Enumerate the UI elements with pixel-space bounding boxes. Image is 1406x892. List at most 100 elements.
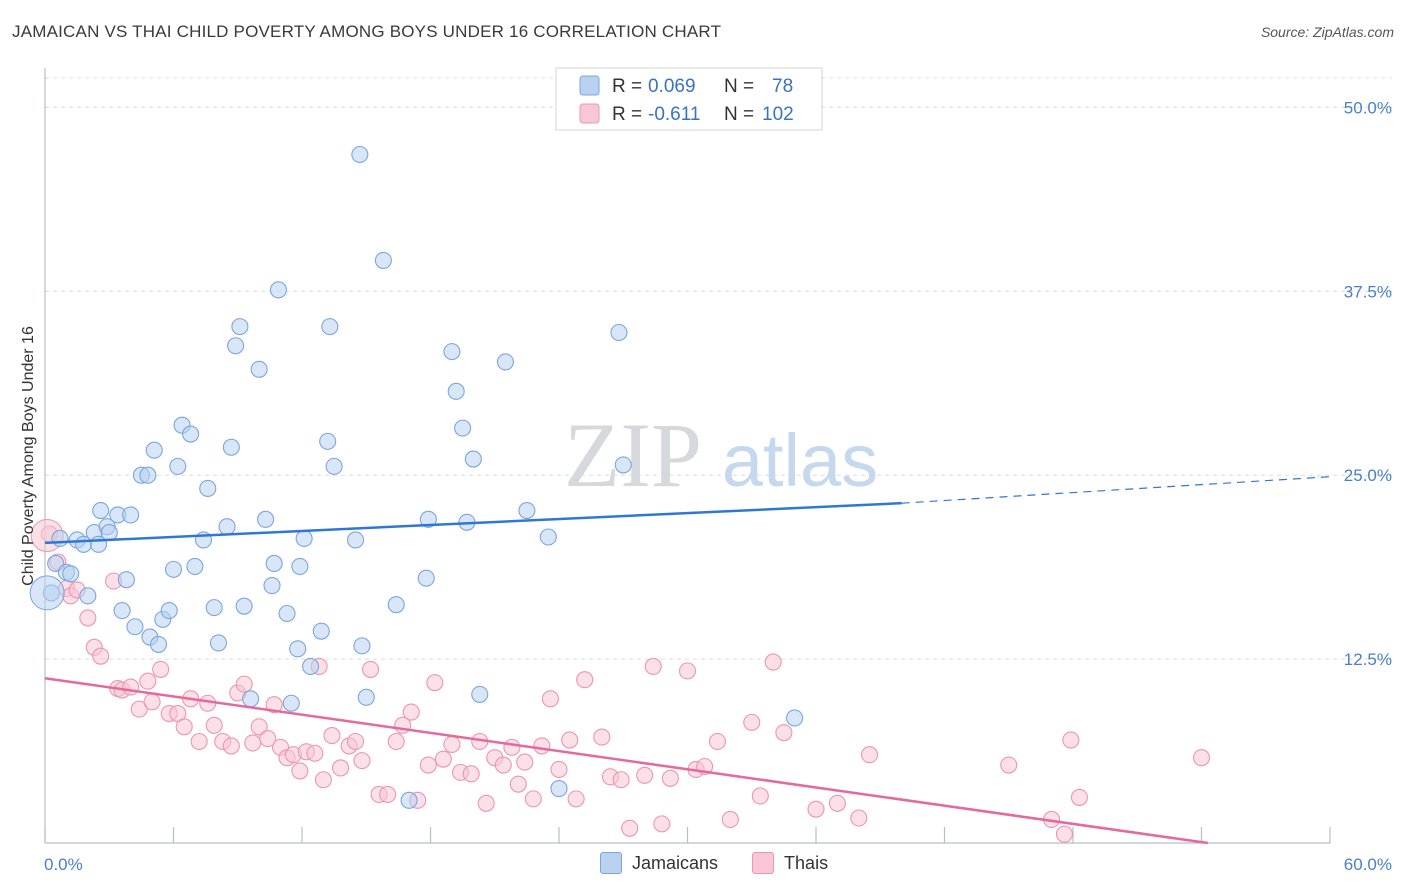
jamaican-point bbox=[550, 780, 568, 798]
thai-point bbox=[130, 700, 148, 718]
thai-point bbox=[764, 653, 782, 671]
thai-point bbox=[250, 718, 268, 736]
jamaican-trend-line bbox=[44, 501, 902, 545]
thai-point bbox=[244, 734, 262, 752]
jamaican-point bbox=[235, 597, 253, 615]
legend-top: R = 0.069 N = 78 R = -0.611 N = 102 bbox=[555, 67, 823, 131]
jamaican-point bbox=[164, 560, 183, 578]
jamaican-point bbox=[295, 529, 313, 548]
thai-point bbox=[387, 732, 405, 751]
chart-title: JAMAICAN VS THAI CHILD POVERTY AMONG BOY… bbox=[12, 22, 722, 41]
thai-point bbox=[259, 729, 277, 748]
jamaican-point bbox=[325, 457, 343, 475]
jamaican-point bbox=[321, 318, 339, 336]
thai-point bbox=[323, 727, 341, 745]
jamaican-point bbox=[419, 510, 437, 528]
thai-point bbox=[743, 713, 761, 731]
jamaican-point bbox=[149, 635, 168, 653]
thai-point bbox=[477, 794, 495, 812]
jamaican-point bbox=[496, 353, 515, 371]
thai-point bbox=[152, 660, 170, 678]
thai-point bbox=[1192, 749, 1211, 767]
legend-swatch-jamaicans bbox=[579, 75, 600, 96]
jamaican-point bbox=[263, 576, 281, 595]
thai-point bbox=[92, 647, 110, 665]
thai-point bbox=[636, 766, 654, 784]
watermark-zip: ZIP bbox=[564, 404, 702, 506]
jamaican-point bbox=[353, 637, 371, 655]
legend-swatch-thais bbox=[752, 852, 775, 874]
jamaican-point bbox=[265, 554, 283, 573]
legend-n-label: N = bbox=[724, 104, 754, 125]
jamaican-point bbox=[357, 688, 375, 706]
thai-point bbox=[678, 662, 697, 680]
thai-point bbox=[443, 735, 461, 753]
jamaican-point bbox=[614, 456, 632, 474]
thai-point bbox=[353, 752, 371, 770]
thai-point bbox=[860, 746, 879, 764]
thai-point bbox=[346, 732, 365, 751]
jamaican-point bbox=[471, 685, 489, 703]
thai-point bbox=[143, 693, 161, 711]
thai-point bbox=[434, 750, 452, 768]
jamaican-point bbox=[312, 622, 330, 640]
thai-point bbox=[503, 738, 521, 756]
jamaican-point bbox=[62, 565, 80, 583]
thai-point bbox=[653, 815, 671, 833]
thai-point bbox=[175, 718, 193, 736]
thai-point bbox=[593, 728, 611, 746]
jamaican-point bbox=[518, 501, 536, 520]
legend-item-jamaicans: Jamaicans bbox=[600, 852, 718, 874]
thai-point bbox=[265, 696, 283, 714]
jamaican-trend-extension bbox=[901, 476, 1331, 504]
legend-bottom: Jamaicans Thais bbox=[600, 852, 828, 874]
jamaican-point bbox=[205, 599, 223, 617]
jamaican-point bbox=[269, 281, 287, 299]
jamaican-point bbox=[139, 466, 157, 484]
thai-point bbox=[79, 609, 97, 627]
jamaican-point bbox=[122, 506, 140, 524]
jamaican-point bbox=[610, 323, 628, 342]
jamaican-point bbox=[257, 510, 275, 528]
jamaican-point bbox=[319, 432, 337, 450]
thai-point bbox=[314, 771, 332, 789]
thai-point bbox=[402, 703, 420, 721]
jamaican-point bbox=[282, 694, 300, 712]
y-tick-label: 37.5% bbox=[1344, 282, 1392, 301]
thai-point bbox=[379, 785, 397, 804]
thai-point bbox=[361, 660, 380, 678]
thai-point bbox=[1055, 825, 1073, 843]
x-tick-label: 0.0% bbox=[44, 855, 83, 874]
jamaican-point bbox=[209, 634, 228, 652]
thai-point bbox=[494, 756, 512, 774]
thai-point bbox=[122, 678, 140, 696]
thai-point bbox=[516, 753, 534, 771]
legend-box bbox=[555, 67, 823, 131]
jamaican-point bbox=[346, 531, 365, 549]
thai-point bbox=[807, 800, 825, 818]
jamaican-point bbox=[113, 602, 131, 620]
jamaican-point bbox=[186, 557, 204, 575]
thai-point bbox=[621, 819, 639, 837]
jamaican-points bbox=[29, 145, 804, 809]
jamaican-point bbox=[400, 791, 418, 809]
thai-point bbox=[567, 790, 585, 808]
thai-point bbox=[139, 672, 157, 690]
jamaican-point bbox=[278, 604, 296, 623]
thai-point bbox=[222, 737, 240, 755]
thai-point bbox=[190, 732, 208, 751]
thai-point bbox=[576, 671, 594, 689]
jamaican-point bbox=[374, 251, 392, 269]
jamaican-point bbox=[126, 618, 144, 636]
jamaican-point bbox=[222, 438, 240, 456]
thai-point bbox=[331, 759, 350, 777]
jamaican-point bbox=[182, 425, 200, 443]
jamaican-point bbox=[291, 557, 309, 575]
thai-point bbox=[721, 810, 739, 829]
thai-point bbox=[541, 690, 559, 708]
jamaican-point bbox=[199, 479, 217, 498]
jamaican-point bbox=[231, 318, 249, 336]
thai-point bbox=[205, 716, 223, 734]
thai-point bbox=[426, 674, 444, 692]
jamaican-point bbox=[51, 529, 69, 548]
